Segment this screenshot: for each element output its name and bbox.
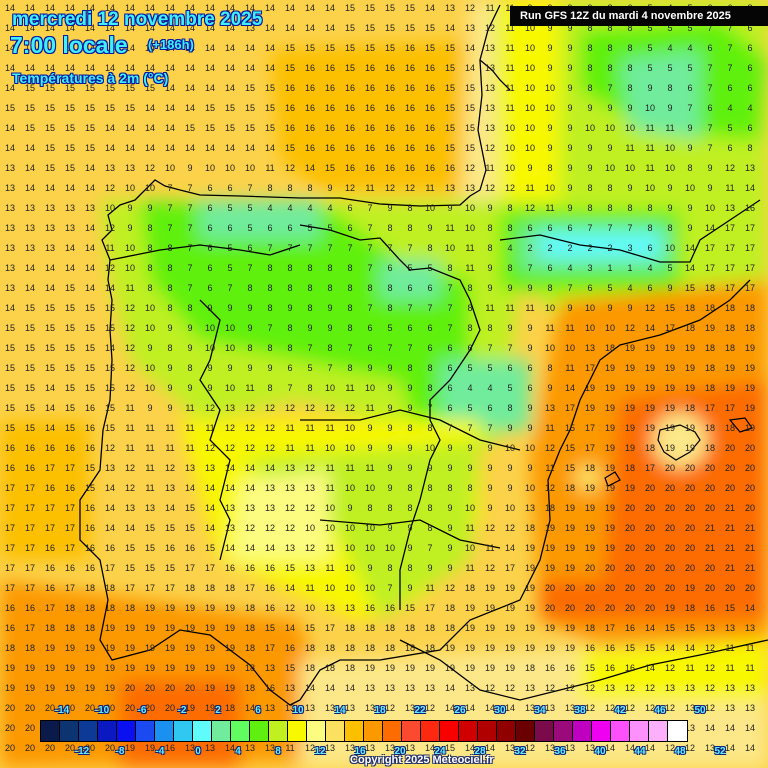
legend-label-bottom: 52 bbox=[714, 746, 726, 757]
legend-label-bottom: 0 bbox=[195, 746, 201, 757]
legend-swatch bbox=[269, 721, 288, 741]
legend-label-top: -10 bbox=[94, 705, 110, 716]
legend-swatch bbox=[212, 721, 231, 741]
legend-label-top: 34 bbox=[534, 705, 546, 716]
legend-label-bottom: -12 bbox=[74, 746, 90, 757]
legend-label-bottom: -4 bbox=[155, 746, 165, 757]
legend-swatch bbox=[345, 721, 364, 741]
legend-label-bottom: 32 bbox=[514, 746, 526, 757]
legend-label-top: 42 bbox=[614, 705, 626, 716]
legend-label-top: 50 bbox=[694, 705, 706, 716]
legend-label-top: 38 bbox=[574, 705, 586, 716]
legend-swatch bbox=[630, 721, 649, 741]
legend-swatch bbox=[193, 721, 212, 741]
legend-label-bottom: 12 bbox=[314, 746, 326, 757]
legend-label-top: 30 bbox=[494, 705, 506, 716]
legend-swatch bbox=[60, 721, 79, 741]
legend-swatch bbox=[497, 721, 516, 741]
copyright: Copyright 2025 Meteociel.fr bbox=[350, 754, 494, 766]
legend-label-top: -2 bbox=[177, 705, 187, 716]
legend-swatch bbox=[421, 721, 440, 741]
legend-swatch bbox=[41, 721, 60, 741]
forecast-offset: (+186h) bbox=[148, 37, 194, 52]
legend-label-bottom: 4 bbox=[235, 746, 241, 757]
legend-swatch bbox=[288, 721, 307, 741]
legend-label-bottom: 36 bbox=[554, 746, 566, 757]
legend-label-bottom: 20 bbox=[394, 746, 406, 757]
forecast-date: mercredi 12 novembre 2025 bbox=[12, 9, 263, 30]
legend-swatch bbox=[383, 721, 402, 741]
legend-swatch bbox=[402, 721, 421, 741]
legend-label-top: 18 bbox=[374, 705, 386, 716]
legend-swatch bbox=[478, 721, 497, 741]
legend-swatch bbox=[79, 721, 98, 741]
legend-label-bottom: 16 bbox=[354, 746, 366, 757]
legend-label-top: 6 bbox=[255, 705, 261, 716]
legend-swatch bbox=[592, 721, 611, 741]
legend-swatch bbox=[573, 721, 592, 741]
legend-swatch bbox=[117, 721, 136, 741]
legend-label-bottom: -8 bbox=[115, 746, 125, 757]
legend-label-bottom: 40 bbox=[594, 746, 606, 757]
legend-label-top: 46 bbox=[654, 705, 666, 716]
legend-label-bottom: 44 bbox=[634, 746, 646, 757]
legend-swatch bbox=[516, 721, 535, 741]
legend-swatch bbox=[326, 721, 345, 741]
variable-title: Températures à 2m (°C) bbox=[12, 70, 169, 86]
legend-label-top: -6 bbox=[137, 705, 147, 716]
legend-swatch bbox=[231, 721, 250, 741]
legend-swatch bbox=[364, 721, 383, 741]
legend-swatch bbox=[250, 721, 269, 741]
forecast-time: 7:00 locale bbox=[10, 32, 128, 58]
legend-label-bottom: 8 bbox=[275, 746, 281, 757]
legend-swatch bbox=[554, 721, 573, 741]
legend-label-top: 14 bbox=[334, 705, 346, 716]
color-scale-legend bbox=[40, 720, 688, 742]
legend-swatch bbox=[155, 721, 174, 741]
legend-label-bottom: 24 bbox=[434, 746, 446, 757]
legend-swatch bbox=[98, 721, 117, 741]
legend-label-top: 10 bbox=[292, 705, 304, 716]
legend-swatch bbox=[535, 721, 554, 741]
legend-label-top: -14 bbox=[54, 705, 70, 716]
legend-swatch bbox=[668, 721, 687, 741]
legend-swatch bbox=[649, 721, 668, 741]
legend-swatch bbox=[459, 721, 478, 741]
legend-swatch bbox=[174, 721, 193, 741]
legend-label-bottom: 28 bbox=[474, 746, 486, 757]
legend-label-top: 2 bbox=[215, 705, 221, 716]
legend-swatch bbox=[440, 721, 459, 741]
legend-swatch bbox=[611, 721, 630, 741]
legend-label-top: 26 bbox=[454, 705, 466, 716]
legend-swatch bbox=[307, 721, 326, 741]
legend-label-bottom: 48 bbox=[674, 746, 686, 757]
legend-label-top: 22 bbox=[414, 705, 426, 716]
run-banner: Run GFS 12Z du mardi 4 novembre 2025 bbox=[510, 6, 768, 26]
legend-swatch bbox=[136, 721, 155, 741]
